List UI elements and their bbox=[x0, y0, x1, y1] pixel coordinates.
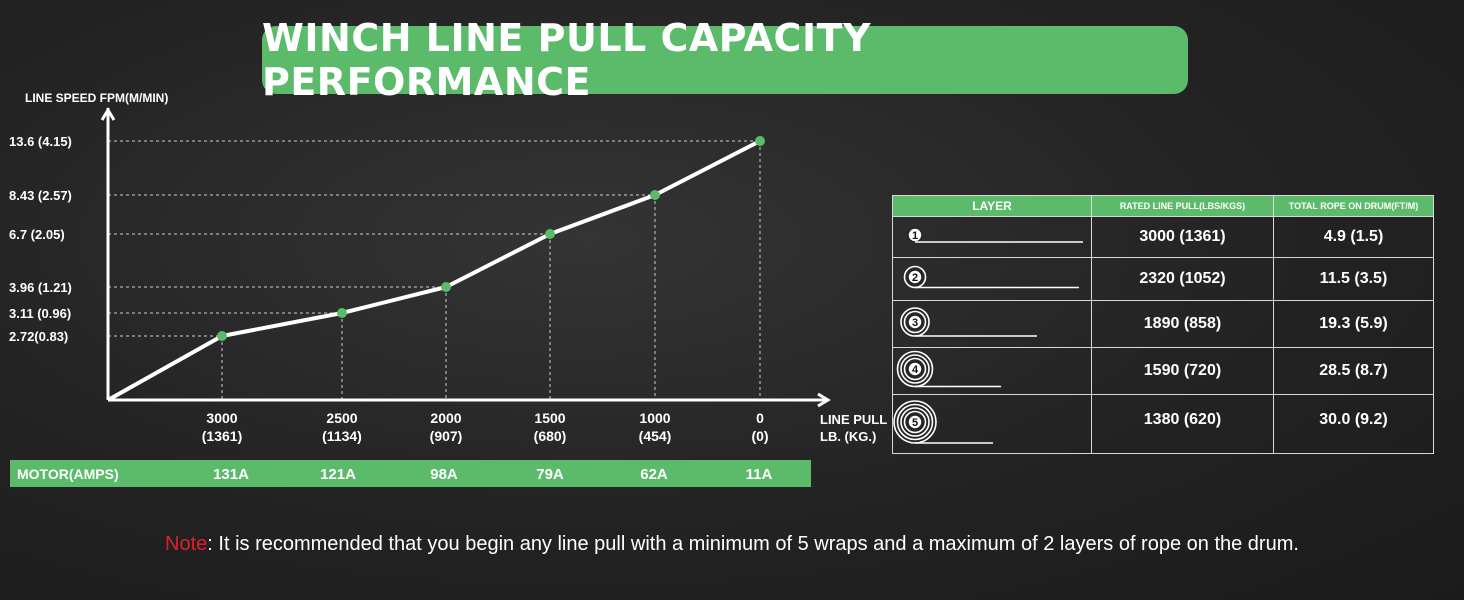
data-point bbox=[755, 136, 765, 146]
table-row: 1 3000 (1361) 4.9 (1.5) bbox=[892, 216, 1435, 258]
rope-wrap-ring bbox=[903, 310, 927, 334]
x-axis-arrow bbox=[817, 392, 831, 408]
motor-value: 79A bbox=[536, 466, 564, 483]
series-line bbox=[107, 139, 761, 402]
x-tick-labels: 3000 (1361) 2500 (1134) 2000 (907) 1500 (680) 10… bbox=[202, 410, 769, 444]
rated-line-pull-cell: 1890 (858) bbox=[1091, 300, 1274, 348]
motor-amps-bar: MOTOR(AMPS) 131A 121A 98A 79A 62A 11A bbox=[10, 460, 811, 487]
motor-value: 62A bbox=[640, 466, 668, 483]
note-text: Note: It is recommended that you begin a… bbox=[0, 533, 1464, 556]
layer-cell: 1 bbox=[892, 216, 1092, 258]
total-rope-cell: 30.0 (9.2) bbox=[1272, 394, 1435, 454]
x-tick-label-kg: (680) bbox=[534, 428, 567, 444]
y-tick-label: 3.96 (1.21) bbox=[9, 280, 72, 295]
rope-wrap-ring bbox=[907, 361, 923, 377]
x-tick-label: 2000 bbox=[430, 410, 461, 426]
layer-cell: 4 bbox=[892, 347, 1092, 395]
rope-wrap-ring bbox=[907, 314, 923, 330]
rope-wrap-ring bbox=[903, 410, 927, 434]
series-line-path bbox=[107, 139, 761, 402]
layers-table: LAYER RATED LINE PULL(LBS/KGS) TOTAL ROP… bbox=[892, 195, 1435, 454]
y-tick-label: 2.72(0.83) bbox=[9, 329, 68, 344]
grid-lines bbox=[108, 140, 761, 400]
rope-drum-icon: 4 bbox=[896, 350, 1001, 388]
layer-number: 2 bbox=[912, 272, 918, 284]
rated-line-pull-cell: 1590 (720) bbox=[1091, 347, 1274, 395]
rope-drum-icon: 1 bbox=[907, 227, 1083, 243]
x-tick-label-kg: (907) bbox=[430, 428, 463, 444]
motor-value: 131A bbox=[213, 466, 249, 483]
layer-number: 5 bbox=[912, 417, 918, 429]
x-tick-label-kg: (454) bbox=[639, 428, 672, 444]
data-point bbox=[545, 229, 555, 239]
layer-number: 1 bbox=[912, 230, 918, 242]
y-tick-label: 3.11 (0.96) bbox=[9, 306, 71, 321]
x-tick-label: 0 bbox=[756, 410, 764, 426]
table-row: 5 1380 (620) 30.0 (9.2) bbox=[892, 394, 1435, 454]
layer-cell: 2 bbox=[892, 257, 1092, 301]
header-total-rope: TOTAL ROPE ON DRUM(FT/M) bbox=[1272, 195, 1435, 217]
motor-value: 121A bbox=[320, 466, 356, 483]
rope-wrap-ring bbox=[907, 414, 923, 430]
page-title: WINCH LINE PULL CAPACITY PERFORMANCE bbox=[262, 16, 872, 104]
y-tick-label: 6.7 (2.05) bbox=[9, 227, 65, 242]
data-point bbox=[217, 331, 227, 341]
x-axis-title-line2: LB. (KG.) bbox=[820, 429, 877, 444]
header-rated-line-pull: RATED LINE PULL(LBS/KGS) bbox=[1091, 195, 1274, 217]
axes bbox=[100, 107, 831, 408]
x-axis-title: LINE PULL LB. (KG.) bbox=[820, 411, 887, 445]
table-row: 3 1890 (858) 19.3 (5.9) bbox=[892, 300, 1435, 348]
x-tick-label: 3000 bbox=[206, 410, 237, 426]
x-tick-label: 1000 bbox=[639, 410, 670, 426]
layer-number: 3 bbox=[912, 317, 918, 329]
note-body: : It is recommended that you begin any l… bbox=[207, 533, 1299, 555]
data-point bbox=[441, 282, 451, 292]
x-tick-label: 1500 bbox=[534, 410, 565, 426]
y-tick-label: 8.43 (2.57) bbox=[9, 188, 72, 203]
data-point bbox=[337, 308, 347, 318]
rope-drum-icon: 5 bbox=[893, 400, 993, 444]
rope-wrap-ring bbox=[900, 407, 930, 437]
rated-line-pull-cell: 2320 (1052) bbox=[1091, 257, 1274, 301]
x-tick-label-kg: (1134) bbox=[322, 428, 362, 444]
y-tick-label: 13.6 (4.15) bbox=[9, 134, 72, 149]
motor-value: 98A bbox=[430, 466, 458, 483]
motor-value: 11A bbox=[745, 466, 773, 483]
total-rope-cell: 4.9 (1.5) bbox=[1272, 216, 1435, 258]
note-key: Note bbox=[165, 533, 208, 555]
table-row: 4 1590 (720) 28.5 (8.7) bbox=[892, 347, 1435, 395]
y-axis-title: LINE SPEED FPM(M/MIN) bbox=[25, 91, 169, 105]
motor-label: MOTOR(AMPS) bbox=[17, 466, 119, 482]
layer-cell: 5 bbox=[892, 394, 1092, 454]
rated-line-pull-cell: 3000 (1361) bbox=[1091, 216, 1274, 258]
rope-wrap-ring bbox=[896, 403, 934, 441]
total-rope-cell: 19.3 (5.9) bbox=[1272, 300, 1435, 348]
rope-drum-icon: 3 bbox=[900, 307, 1037, 337]
table-row: 2 2320 (1052) 11.5 (3.5) bbox=[892, 257, 1435, 301]
layer-number: 4 bbox=[912, 364, 919, 376]
x-tick-label-kg: (0) bbox=[751, 428, 768, 444]
rope-wrap-ring bbox=[900, 354, 930, 384]
x-axis-title-line1: LINE PULL bbox=[820, 412, 888, 427]
title-banner: WINCH LINE PULL CAPACITY PERFORMANCE bbox=[262, 16, 1188, 104]
y-axis-arrow bbox=[100, 107, 116, 121]
x-tick-label: 2500 bbox=[326, 410, 357, 426]
table-header-row: LAYER RATED LINE PULL(LBS/KGS) TOTAL ROP… bbox=[892, 195, 1435, 217]
header-layer: LAYER bbox=[892, 195, 1092, 217]
x-tick-label-kg: (1361) bbox=[202, 428, 242, 444]
y-tick-labels: 13.6 (4.15) 8.43 (2.57) 6.7 (2.05) 3.96 (1.… bbox=[9, 134, 72, 344]
data-points bbox=[217, 136, 765, 341]
layer-cell: 3 bbox=[892, 300, 1092, 348]
rated-line-pull-cell: 1380 (620) bbox=[1091, 394, 1274, 454]
total-rope-cell: 11.5 (3.5) bbox=[1272, 257, 1435, 301]
total-rope-cell: 28.5 (8.7) bbox=[1272, 347, 1435, 395]
data-point bbox=[650, 190, 660, 200]
rope-wrap-ring bbox=[907, 269, 923, 285]
rope-drum-icon: 2 bbox=[903, 265, 1079, 289]
rope-wrap-ring bbox=[903, 357, 927, 381]
